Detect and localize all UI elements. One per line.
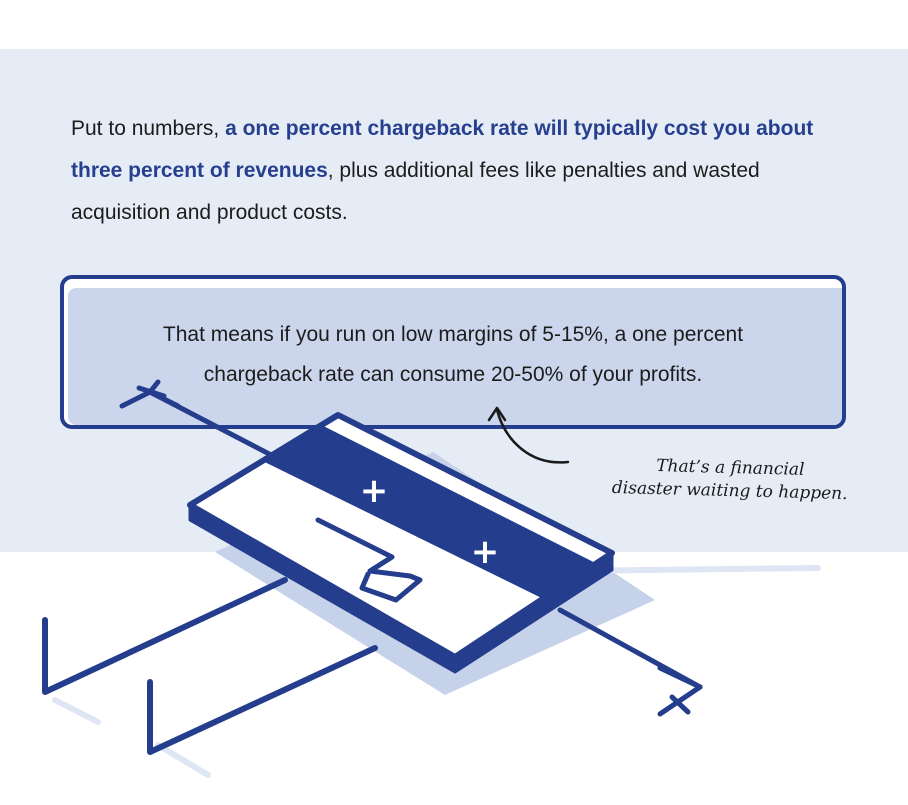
arrow-head xyxy=(669,694,691,715)
arrow-head xyxy=(657,665,703,690)
leg-right xyxy=(147,645,378,755)
callout-line-1: That means if you run on low margins of … xyxy=(162,323,744,346)
callout-text: That means if you run on low margins of … xyxy=(64,315,842,395)
pointer-head xyxy=(487,406,507,422)
intro-paragraph: Put to numbers, a one percent chargeback… xyxy=(71,108,851,234)
floor-line xyxy=(155,742,211,778)
card-chip-line xyxy=(315,517,423,603)
curved-arrow-icon xyxy=(487,406,570,464)
arrow-fletching xyxy=(147,379,161,395)
card-legs xyxy=(42,577,378,755)
arrow-front xyxy=(297,467,703,717)
callout-box: That means if you run on low margins of … xyxy=(60,275,846,429)
pointer-curve xyxy=(495,408,570,464)
arrow-shaft-front xyxy=(297,467,345,495)
intro-tail: , plus additional fees like penalties an… xyxy=(71,159,760,224)
handwritten-note: That’s a financial disaster waiting to h… xyxy=(579,453,880,507)
intro-highlight: a one percent chargeback rate will typic… xyxy=(71,117,814,182)
callout-fill xyxy=(68,288,842,425)
card-symbol-2: + xyxy=(471,532,500,572)
card-symbol-1: + xyxy=(360,471,389,511)
leg-left xyxy=(42,577,288,695)
arrow-head xyxy=(657,684,703,717)
callout-line-2: chargeback rate can consume 20-50% of yo… xyxy=(203,363,703,386)
credit-card-icon: + + xyxy=(187,412,615,674)
intro-lead: Put to numbers, xyxy=(71,117,226,140)
card-edge xyxy=(188,503,614,674)
floor-line xyxy=(52,697,101,725)
arrow-fletching xyxy=(119,389,153,409)
